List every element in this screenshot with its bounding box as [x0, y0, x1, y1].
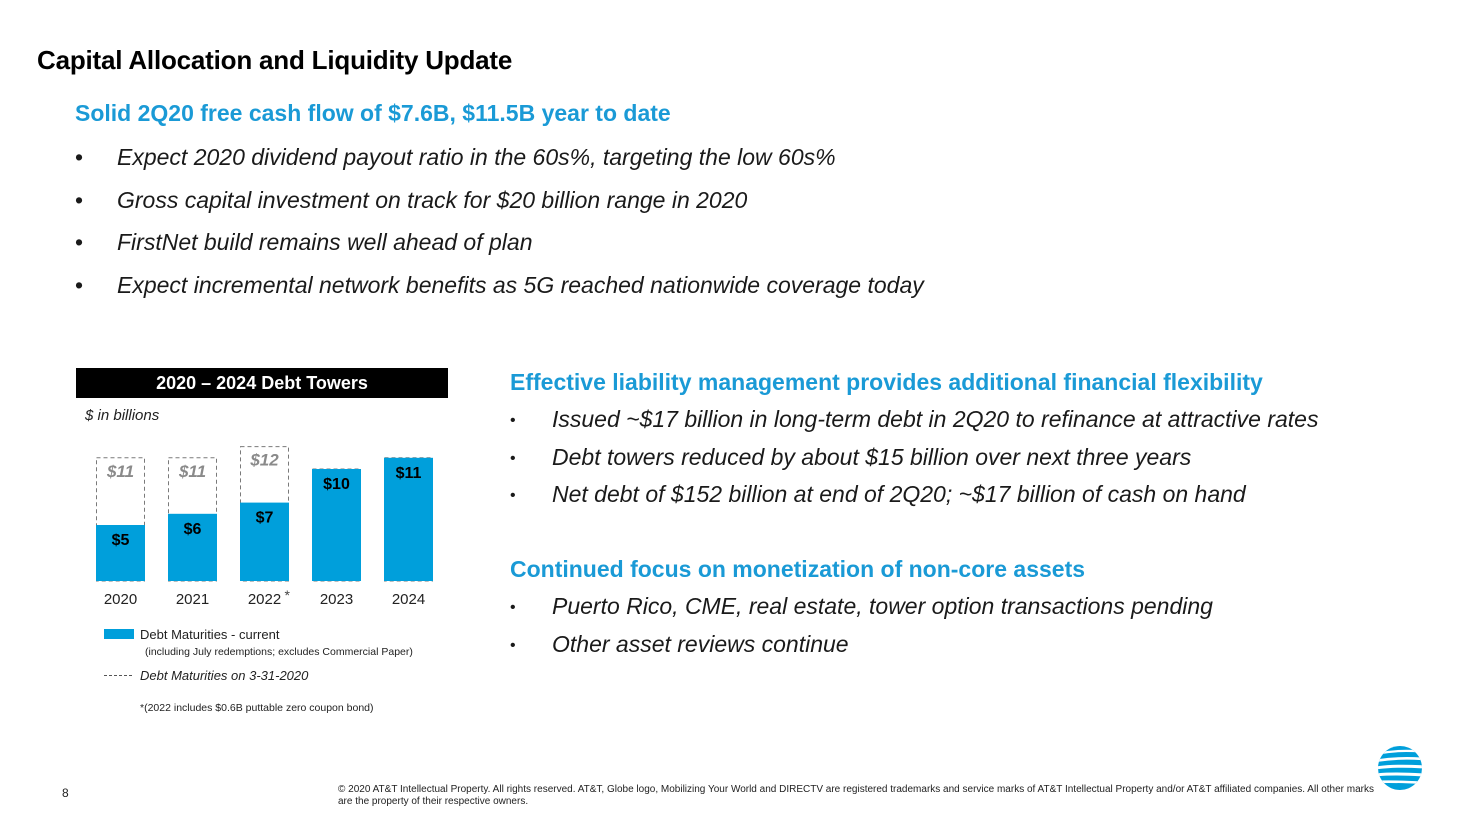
monetization-heading: Continued focus on monetization of non-c… — [510, 556, 1086, 582]
legend-note-current: (including July redemptions; excludes Co… — [145, 646, 413, 658]
bullet-item: Issued ~$17 billion in long-term debt in… — [510, 408, 1318, 446]
chart-header: 2020 – 2024 Debt Towers — [76, 368, 448, 398]
bullet-item: Puerto Rico, CME, real estate, tower opt… — [510, 595, 1213, 633]
x-tick-label-2022: 2022 — [248, 591, 281, 608]
bar-label-current-2023: $10 — [323, 476, 350, 493]
bar-current-2021 — [168, 513, 217, 581]
bar-label-prior-2021: $11 — [178, 462, 206, 481]
x-tick-label-2024: 2024 — [392, 591, 425, 608]
x-tick-mark-2022: * — [285, 587, 291, 603]
chart-footnote: *(2022 includes $0.6B puttable zero coup… — [140, 702, 374, 714]
bullet-item: Expect 2020 dividend payout ratio in the… — [75, 146, 924, 189]
bar-label-current-2020: $5 — [112, 532, 130, 549]
bar-label-prior-2022: $12 — [249, 451, 279, 470]
bullet-item: Expect incremental network benefits as 5… — [75, 273, 924, 317]
bar-current-2022 — [240, 502, 289, 581]
bar-current-2024 — [384, 457, 433, 581]
liability-bullet-list: Issued ~$17 billion in long-term debt in… — [510, 408, 1318, 521]
debt-towers-chart: $5 $11 2020 $6 $11 2021 $7 $12 2022 * $10 2023 $11 20… — [96, 446, 433, 608]
x-tick-label-2023: 2023 — [320, 591, 353, 608]
monetization-bullet-list: Puerto Rico, CME, real estate, tower opt… — [510, 595, 1213, 670]
liability-heading: Effective liability management provides … — [510, 369, 1263, 395]
bullet-item: Net debt of $152 billion at end of 2Q20;… — [510, 483, 1318, 521]
copyright-notice: © 2020 AT&T Intellectual Property. All r… — [338, 784, 1374, 807]
att-globe-icon — [1378, 746, 1422, 790]
top-bullet-list: Expect 2020 dividend payout ratio in the… — [75, 146, 924, 316]
bullet-item: Debt towers reduced by about $15 billion… — [510, 445, 1318, 484]
page-number: 8 — [62, 786, 69, 800]
chart-units: $ in billions — [85, 407, 160, 424]
page-title: Capital Allocation and Liquidity Update — [37, 45, 513, 75]
fcf-heading: Solid 2Q20 free cash flow of $7.6B, $11.… — [75, 100, 671, 126]
bullet-item: Gross capital investment on track for $2… — [75, 188, 924, 232]
bar-prior-2020 — [96, 457, 145, 582]
x-tick-label-2020: 2020 — [104, 591, 137, 608]
legend-swatch-current — [104, 629, 134, 639]
legend-swatch-prior — [104, 675, 132, 676]
legend-label-current: Debt Maturities - current — [140, 627, 280, 642]
bar-label-current-2024: $11 — [396, 465, 422, 482]
bar-current-2020 — [96, 525, 145, 581]
bar-label-current-2022: $7 — [256, 510, 274, 527]
bullet-item: Other asset reviews continue — [510, 632, 1213, 671]
bar-label-prior-2020: $11 — [106, 462, 134, 481]
bar-current-2023 — [312, 469, 361, 581]
bar-label-current-2021: $6 — [184, 521, 202, 538]
legend-label-prior: Debt Maturities on 3-31-2020 — [140, 668, 309, 683]
x-tick-label-2021: 2021 — [176, 591, 209, 608]
bullet-item: FirstNet build remains well ahead of pla… — [75, 231, 924, 274]
